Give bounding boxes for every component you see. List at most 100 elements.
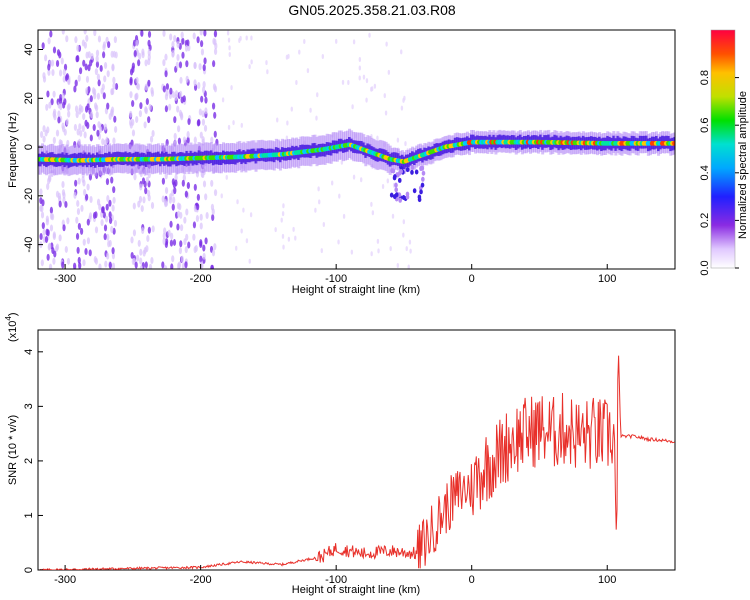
noise-blob — [178, 203, 182, 211]
noise-blob — [200, 40, 204, 48]
noise-blob — [164, 238, 169, 246]
noise-blob — [76, 44, 80, 52]
noise-blob — [290, 106, 293, 112]
noise-blob — [211, 208, 215, 216]
noise-blob — [177, 137, 182, 145]
noise-blob — [202, 244, 206, 252]
noise-blob — [101, 138, 105, 146]
noise-blob — [134, 261, 138, 269]
noise-blob — [370, 251, 373, 257]
noise-blob — [83, 188, 87, 196]
noise-blob — [225, 174, 228, 180]
noise-blob — [265, 60, 268, 66]
noise-blob — [232, 120, 235, 126]
noise-blob — [170, 263, 174, 269]
noise-blob — [61, 125, 66, 133]
noise-blob — [164, 53, 168, 61]
noise-blob — [194, 244, 198, 252]
noise-blob — [185, 208, 189, 216]
noise-blob — [183, 216, 187, 224]
noise-blob — [176, 223, 180, 231]
tail-blob — [389, 192, 394, 198]
noise-blob — [400, 49, 403, 55]
noise-blob — [147, 48, 151, 56]
x-tick-label: -200 — [190, 574, 212, 586]
noise-blob — [151, 225, 155, 233]
noise-blob — [405, 246, 408, 252]
noise-blob — [370, 86, 373, 92]
y-tick-label: 0 — [23, 144, 35, 150]
noise-blob — [210, 136, 214, 144]
noise-blob — [172, 196, 176, 204]
noise-blob — [84, 63, 88, 71]
noise-blob — [73, 85, 77, 93]
noise-blob — [46, 90, 50, 98]
noise-blob — [104, 260, 108, 268]
noise-blob — [199, 213, 203, 221]
noise-blob — [111, 252, 116, 260]
spectrogram-y-ticks: -40 -20 0 20 40 — [23, 43, 43, 253]
noise-blob — [75, 232, 80, 240]
noise-blob — [250, 59, 253, 65]
noise-blob — [149, 135, 154, 143]
noise-blob — [46, 183, 50, 191]
y-tick-label: 1 — [23, 512, 35, 518]
noise-blob — [213, 130, 217, 138]
svg-text:(x104): (x104) — [4, 312, 19, 342]
noise-blob — [151, 129, 155, 137]
noise-blob — [171, 178, 175, 186]
noise-blob — [199, 222, 203, 230]
tail-blob — [419, 189, 423, 195]
noise-blob — [171, 203, 175, 211]
noise-blob — [184, 246, 188, 254]
noise-blob — [250, 35, 253, 41]
noise-blob — [40, 211, 45, 219]
noise-blob — [161, 261, 165, 269]
noise-blob — [41, 42, 45, 50]
noise-blob — [89, 95, 93, 103]
noise-blob — [245, 238, 249, 244]
noise-blob — [75, 111, 79, 119]
noise-blob — [240, 122, 243, 128]
noise-blob — [47, 243, 51, 251]
noise-blob — [130, 236, 134, 244]
noise-blob — [201, 110, 205, 118]
noise-blob — [174, 90, 179, 98]
noise-blob — [100, 87, 104, 95]
noise-blob — [211, 249, 216, 257]
noise-blob — [144, 261, 148, 269]
y-tick-label: -20 — [23, 188, 35, 204]
noise-blob — [106, 102, 110, 110]
noise-blob — [92, 124, 96, 132]
noise-blob — [315, 115, 318, 121]
noise-blob — [52, 136, 56, 144]
noise-blob — [295, 79, 298, 85]
noise-blob — [162, 59, 166, 67]
noise-blob — [164, 70, 168, 78]
noise-blob — [242, 207, 245, 213]
snr-panel: -300 -200 -100 0 100 0 1 2 3 4 Height of straigh… — [4, 312, 676, 596]
noise-blob — [47, 68, 51, 76]
snr-x-ticks: -300 -200 -100 0 100 — [54, 565, 616, 586]
noise-blob — [40, 131, 44, 139]
noise-blob — [84, 119, 88, 127]
noise-blob — [131, 129, 136, 137]
noise-blob — [144, 106, 148, 114]
noise-blob — [102, 92, 106, 100]
noise-blob — [318, 199, 321, 205]
noise-blob — [173, 132, 177, 140]
noise-blob — [174, 174, 178, 182]
noise-blob — [132, 202, 136, 210]
noise-blob — [48, 101, 52, 109]
noise-blob — [171, 255, 175, 263]
noise-blob — [62, 101, 66, 109]
noise-blob — [95, 60, 100, 68]
noise-blob — [203, 57, 207, 65]
noise-blob — [402, 97, 405, 103]
noise-blob — [172, 238, 177, 246]
noise-blob — [294, 235, 297, 241]
noise-blob — [185, 233, 189, 241]
noise-blob — [321, 54, 325, 60]
noise-blob — [169, 193, 173, 201]
noise-blob — [137, 59, 141, 67]
